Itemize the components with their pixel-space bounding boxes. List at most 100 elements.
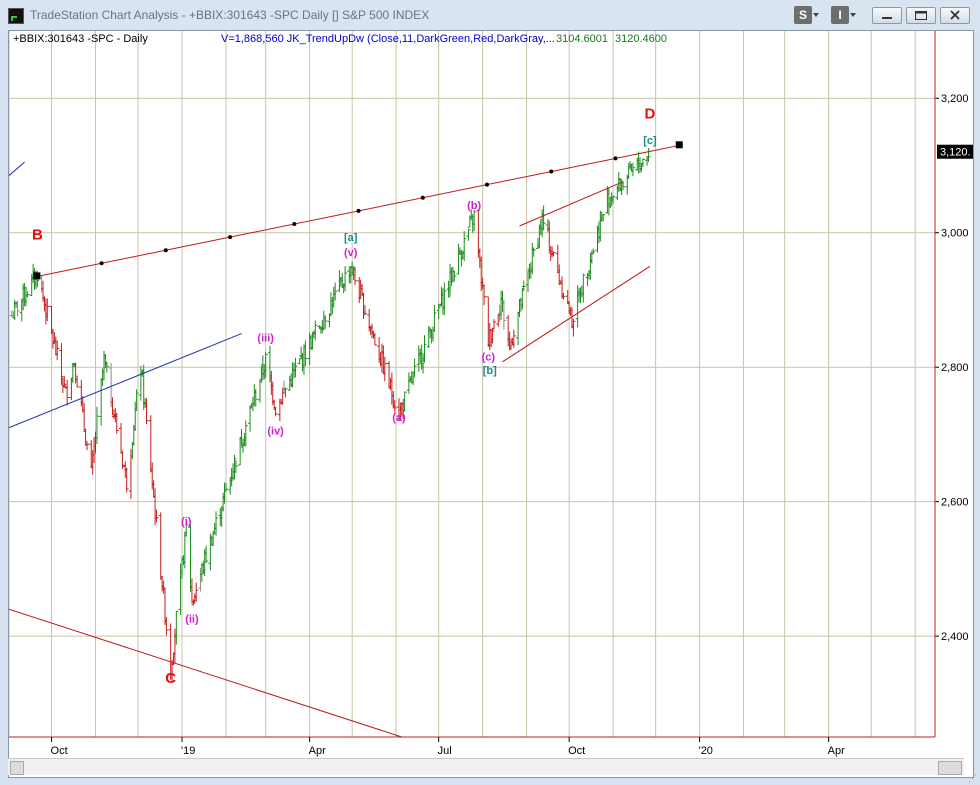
trendline [9, 333, 242, 429]
ohlc-bar [75, 375, 80, 388]
ohlc-bar [521, 280, 526, 292]
time-tick-label: Apr [828, 745, 845, 757]
last-price-label: 3,120. [940, 147, 971, 159]
trendline-marker [292, 221, 297, 226]
wave-label: (c) [482, 351, 496, 363]
ohlc-bar [154, 509, 159, 523]
ohlc-bar [94, 406, 99, 444]
ohlc-bar [65, 379, 70, 406]
symbol-link-dropdown[interactable]: S [794, 6, 819, 24]
wave-label: [a] [344, 232, 358, 244]
ohlc-bar [25, 291, 30, 298]
ohlc-bar [452, 271, 457, 282]
ohlc-bar [422, 335, 427, 363]
time-tick-label: '19 [181, 745, 195, 757]
horizontal-scrollbar[interactable] [8, 758, 964, 775]
price-tick-label: 2,800 [941, 362, 969, 374]
ohlc-bars [9, 147, 651, 683]
interval-link-label: I [831, 6, 849, 24]
trendline-marker [356, 208, 361, 213]
ohlc-bar [442, 282, 447, 316]
trendline-anchor [33, 272, 41, 280]
ohlc-bar [382, 356, 387, 382]
wave-label: (v) [344, 247, 358, 259]
wave-label: (a) [392, 412, 406, 424]
ohlc-bar [214, 511, 219, 536]
ohlc-bar [263, 351, 268, 378]
ohlc-bar [59, 343, 64, 385]
ohlc-bar [491, 319, 496, 330]
ohlc-bar [531, 247, 536, 257]
ohlc-bar [323, 315, 328, 329]
scroll-thumb[interactable] [938, 761, 962, 775]
ohlc-bar [640, 158, 645, 168]
ohlc-bar [561, 292, 566, 300]
minimize-button[interactable] [872, 7, 902, 24]
resize-grip-icon[interactable]: ⋰ [968, 773, 977, 783]
wave-label: (iii) [257, 333, 274, 345]
ohlc-bar [303, 340, 308, 367]
trendline-marker [420, 195, 425, 200]
chevron-down-icon [813, 13, 819, 17]
interval-link-dropdown[interactable]: I [831, 6, 856, 24]
ohlc-bar [343, 266, 348, 292]
trendline-marker [163, 248, 168, 253]
legend-value-1: 3104.6001 [556, 33, 608, 45]
maximize-icon [915, 11, 927, 20]
ohlc-bar [248, 405, 253, 432]
ohlc-bar [472, 209, 477, 232]
ohlc-bar [15, 300, 20, 317]
ohlc-bar [114, 413, 119, 434]
wave-label: C [165, 670, 176, 687]
ohlc-bar [611, 195, 616, 204]
ohlc-bar [571, 318, 576, 337]
ohlc-bar [194, 582, 199, 602]
ohlc-bar [70, 362, 75, 383]
ohlc-bar [362, 305, 367, 315]
close-button[interactable] [940, 7, 970, 24]
symbol-link-label: S [794, 6, 812, 24]
time-tick-label: Oct [568, 745, 585, 757]
last-price-flag [937, 144, 973, 159]
wave-label: [c] [643, 135, 657, 147]
ohlc-bar [551, 251, 556, 257]
scroll-left-button[interactable] [10, 761, 24, 775]
ohlc-bar [313, 320, 318, 341]
ohlc-bar [257, 379, 262, 403]
time-tick-label: Oct [51, 745, 68, 757]
time-tick-label: '20 [699, 745, 713, 757]
ohlc-bar [353, 266, 358, 286]
price-chart[interactable]: 2,400 2,600 2,800 3,000 3,200 Oct '19 Apr Jul Oct… [9, 31, 973, 761]
trendline-marker [99, 261, 104, 266]
ohlc-bar [372, 333, 377, 346]
title-bar[interactable]: TradeStation Chart Analysis - +BBIX:3016… [0, 0, 980, 31]
tradestation-app-icon [8, 8, 24, 24]
ohlc-bar [204, 545, 209, 564]
ohlc-bar [581, 273, 586, 303]
ohlc-bar [293, 357, 298, 378]
trendline-marker [549, 169, 554, 174]
maximize-button[interactable] [906, 7, 936, 24]
ohlc-bar [55, 340, 60, 361]
ohlc-bar [243, 420, 248, 447]
minimize-icon [882, 17, 892, 19]
wave-label: (ii) [185, 614, 199, 626]
ohlc-bar [158, 512, 163, 580]
wave-label: (i) [181, 516, 192, 528]
ohlc-bar [541, 205, 546, 231]
ohlc-bar [501, 299, 506, 330]
time-tick-label: Apr [309, 745, 326, 757]
window-title: TradeStation Chart Analysis - +BBIX:3016… [30, 8, 430, 22]
price-tick-label: 2,600 [941, 497, 969, 509]
ohlc-bar [396, 398, 401, 421]
ohlc-bar [630, 162, 635, 177]
ohlc-bar [402, 391, 407, 412]
ohlc-bar [466, 228, 471, 241]
ohlc-bar [144, 398, 149, 425]
ohlc-bar [273, 407, 278, 417]
chart-area[interactable]: 2,400 2,600 2,800 3,000 3,200 Oct '19 Apr Jul Oct… [8, 30, 974, 778]
wave-label: B [32, 226, 43, 243]
trendline [9, 161, 25, 176]
ohlc-bar [45, 298, 50, 322]
